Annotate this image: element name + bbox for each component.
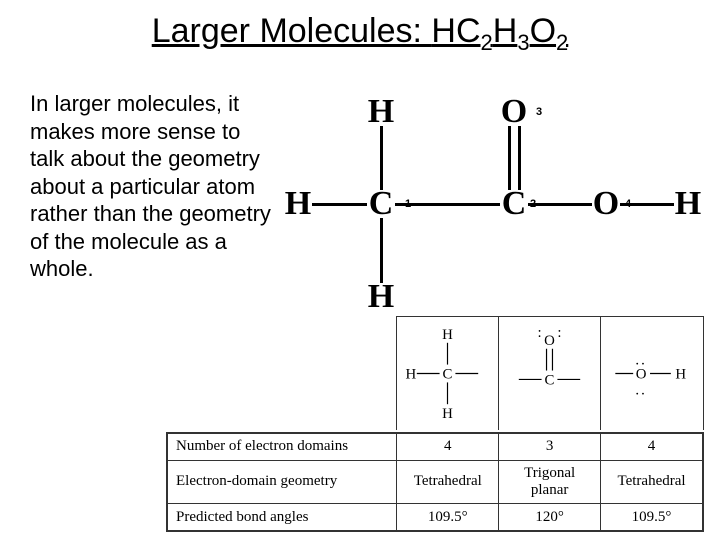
bond — [312, 203, 367, 206]
atom-number-1: 1 — [405, 198, 411, 210]
svg-text::: : — [557, 325, 561, 341]
table-cell: 109.5° — [397, 504, 499, 531]
table-cell: Tetrahedral — [601, 460, 703, 504]
row-label: Electron-domain geometry — [168, 460, 397, 504]
title-prefix: Larger Molecules: — [152, 12, 432, 50]
bond — [528, 203, 592, 206]
small-structures-row: H C H H O : : C O .. .. H — [396, 316, 704, 430]
bond — [380, 218, 383, 283]
table-cell: Tetrahedral — [397, 460, 499, 504]
atom-h1: H — [368, 95, 394, 129]
atom-o1: O — [501, 95, 527, 129]
bond — [380, 126, 383, 190]
geometry-table: Number of electron domains434Electron-do… — [166, 432, 704, 532]
table-row: Electron-domain geometryTetrahedralTrigo… — [168, 460, 703, 504]
svg-text:O: O — [636, 366, 647, 382]
table-row: Predicted bond angles109.5°120°109.5° — [168, 504, 703, 531]
svg-text:H: H — [442, 406, 453, 422]
table-cell: 3 — [499, 434, 601, 461]
formula: HC2H3O2 — [431, 12, 568, 50]
structure-diagram: HCHHCOOH1234 — [286, 82, 696, 317]
svg-text:H: H — [675, 366, 686, 382]
table-cell: 4 — [601, 434, 703, 461]
svg-text:H: H — [442, 327, 453, 343]
atom-h4: H — [675, 187, 701, 221]
table-row: Number of electron domains434 — [168, 434, 703, 461]
svg-text:H: H — [405, 366, 416, 382]
svg-text:..: .. — [635, 353, 646, 369]
svg-text:C: C — [443, 366, 453, 382]
body-paragraph: In larger molecules, it makes more sense… — [30, 90, 280, 283]
atom-c1: C — [369, 187, 394, 221]
svg-text:O: O — [544, 333, 555, 349]
table-cell: 120° — [499, 504, 601, 531]
table-cell: 4 — [397, 434, 499, 461]
atom-number-3: 3 — [536, 106, 542, 118]
table-cell: 109.5° — [601, 504, 703, 531]
row-label: Number of electron domains — [168, 434, 397, 461]
atom-number-2: 2 — [530, 198, 536, 210]
atom-o2: O — [593, 187, 619, 221]
atom-h2: H — [368, 280, 394, 314]
atom-number-4: 4 — [625, 198, 631, 210]
small-structure-o: O .. .. H — [601, 317, 705, 430]
svg-text::: : — [538, 325, 542, 341]
svg-text:C: C — [545, 372, 555, 388]
bond — [518, 126, 521, 190]
bond — [508, 126, 511, 190]
atom-c2: C — [502, 187, 527, 221]
table-cell: Trigonal planar — [499, 460, 601, 504]
atom-h3: H — [285, 187, 311, 221]
small-structure-c2: O : : C — [499, 317, 601, 430]
slide-title: Larger Molecules: HC2H3O2 — [0, 12, 720, 56]
small-structure-c: H C H H — [397, 317, 499, 430]
svg-text:..: .. — [635, 382, 646, 398]
row-label: Predicted bond angles — [168, 504, 397, 531]
